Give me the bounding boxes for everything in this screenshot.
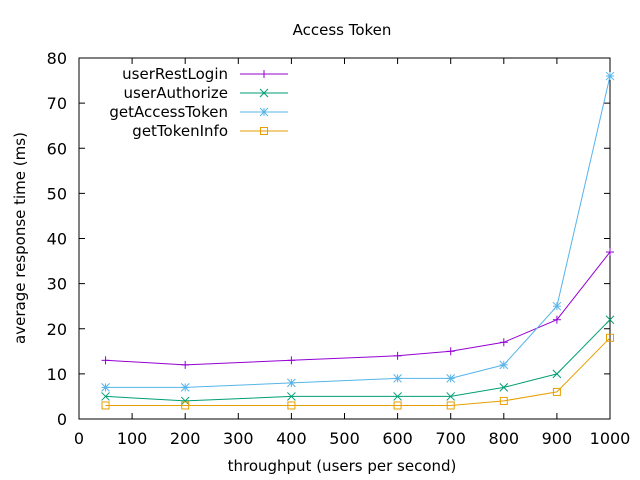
data-point-userauthorize (499, 383, 509, 392)
y-axis-title: average response time (ms) (11, 132, 29, 344)
legend-label: getAccessToken (109, 103, 228, 121)
legend-item-userrestlogin: userRestLogin (122, 65, 288, 83)
data-point-getaccesstoken (393, 374, 402, 383)
data-point-getaccesstoken (101, 383, 110, 392)
data-point-gettokeninfo (181, 401, 190, 410)
data-point-userrestlogin (181, 360, 190, 369)
series-userrestlogin (101, 248, 614, 369)
data-point-userrestlogin (606, 248, 614, 257)
data-point-getaccesstoken (499, 360, 509, 370)
series-getaccesstoken (101, 71, 615, 392)
series-gettokeninfo (101, 333, 614, 410)
data-point-gettokeninfo (287, 401, 296, 410)
data-point-userauthorize (393, 392, 402, 401)
y-tick-label: 60 (47, 139, 67, 158)
data-point-getaccesstoken (605, 71, 615, 81)
data-point-gettokeninfo (499, 396, 508, 405)
x-tick-label: 1000 (590, 429, 631, 448)
data-point-getaccesstoken (552, 301, 562, 311)
x-tick-label: 0 (74, 429, 84, 448)
legend-label: getTokenInfo (132, 122, 228, 140)
data-point-getaccesstoken (180, 383, 190, 392)
legend-marker-getaccesstoken (259, 107, 269, 117)
legend-marker-userauthorize (259, 88, 269, 98)
legend: userRestLoginuserAuthorizegetAccessToken… (109, 65, 288, 140)
y-tick-label: 0 (57, 410, 67, 429)
x-tick-label: 300 (223, 429, 254, 448)
data-point-userrestlogin (552, 315, 561, 324)
data-point-gettokeninfo (393, 401, 402, 410)
legend-item-userauthorize: userAuthorize (124, 84, 288, 102)
chart-title: Access Token (293, 21, 392, 39)
legend-label: userRestLogin (122, 65, 228, 83)
x-tick-label: 400 (276, 429, 307, 448)
y-tick-label: 50 (47, 184, 67, 203)
x-tick-label: 700 (435, 429, 466, 448)
data-point-userrestlogin (287, 356, 296, 365)
x-axis-title: throughput (users per second) (228, 457, 457, 475)
data-point-userrestlogin (446, 347, 455, 356)
series-layer (101, 71, 615, 410)
data-point-userauthorize (552, 369, 562, 379)
series-line-gettokeninfo (105, 337, 611, 406)
y-tick-label: 40 (47, 230, 67, 249)
data-point-gettokeninfo (552, 387, 561, 396)
data-point-gettokeninfo (606, 333, 614, 342)
x-tick-label: 600 (382, 429, 413, 448)
legend-item-getaccesstoken: getAccessToken (109, 103, 288, 121)
series-userauthorize (101, 315, 615, 406)
axis-ticks: 0 100 200 300 400 500 600 700 800 900 1000 0 10 20 30 4… (47, 49, 631, 448)
data-point-gettokeninfo (101, 401, 110, 410)
x-tick-label: 200 (170, 429, 201, 448)
legend-item-gettokeninfo: getTokenInfo (132, 122, 288, 140)
data-point-userauthorize (446, 392, 456, 401)
data-point-gettokeninfo (446, 401, 455, 410)
y-tick-label: 70 (47, 94, 67, 113)
series-line-userrestlogin (105, 251, 611, 366)
data-point-userrestlogin (393, 351, 402, 360)
x-tick-label: 100 (117, 429, 148, 448)
x-tick-label: 500 (329, 429, 360, 448)
legend-label: userAuthorize (124, 84, 229, 102)
data-point-userauthorize (605, 315, 615, 325)
data-point-userauthorize (287, 392, 296, 401)
data-point-userrestlogin (499, 338, 508, 347)
data-point-getaccesstoken (446, 374, 456, 383)
y-tick-label: 10 (47, 365, 67, 384)
data-point-userauthorize (180, 396, 190, 406)
y-tick-label: 20 (47, 320, 67, 339)
y-tick-label: 80 (47, 49, 67, 68)
series-line-userauthorize (105, 319, 611, 402)
data-point-userrestlogin (101, 356, 110, 365)
legend-marker-gettokeninfo (260, 127, 268, 135)
series-line-getaccesstoken (105, 75, 611, 388)
x-tick-label: 900 (542, 429, 573, 448)
x-tick-label: 800 (489, 429, 520, 448)
y-tick-label: 30 (47, 275, 67, 294)
data-point-getaccesstoken (287, 378, 296, 388)
legend-marker-userrestlogin (260, 70, 268, 78)
data-point-userauthorize (101, 392, 110, 401)
